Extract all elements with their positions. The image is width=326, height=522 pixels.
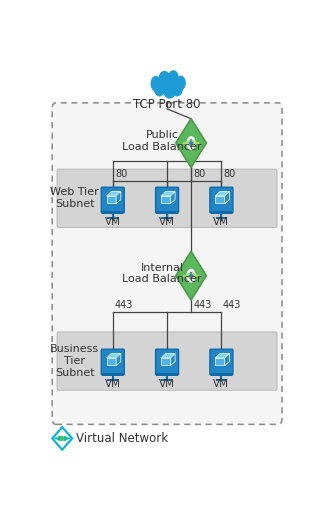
- Polygon shape: [107, 192, 121, 196]
- Text: 443: 443: [193, 300, 212, 310]
- FancyBboxPatch shape: [156, 373, 178, 376]
- Text: VM: VM: [105, 217, 121, 228]
- FancyBboxPatch shape: [102, 373, 124, 376]
- Circle shape: [58, 437, 61, 440]
- Circle shape: [163, 76, 177, 98]
- Polygon shape: [215, 353, 230, 358]
- Text: Business
Tier
Subnet: Business Tier Subnet: [50, 345, 99, 378]
- FancyBboxPatch shape: [156, 187, 179, 213]
- Polygon shape: [116, 192, 121, 204]
- Text: Virtual Network: Virtual Network: [76, 432, 168, 445]
- FancyBboxPatch shape: [102, 211, 124, 214]
- FancyBboxPatch shape: [156, 349, 179, 375]
- Circle shape: [64, 437, 66, 440]
- FancyBboxPatch shape: [57, 332, 277, 390]
- Circle shape: [189, 272, 193, 279]
- Polygon shape: [161, 353, 175, 358]
- Polygon shape: [215, 192, 230, 196]
- Text: VM: VM: [159, 217, 175, 228]
- Circle shape: [61, 437, 63, 440]
- FancyBboxPatch shape: [210, 349, 233, 375]
- Text: 443: 443: [115, 300, 133, 310]
- Polygon shape: [176, 252, 206, 300]
- FancyBboxPatch shape: [156, 211, 178, 214]
- Polygon shape: [161, 196, 170, 204]
- Text: 443: 443: [223, 300, 241, 310]
- Circle shape: [154, 79, 165, 96]
- Polygon shape: [161, 192, 175, 196]
- FancyBboxPatch shape: [101, 349, 124, 375]
- Polygon shape: [215, 196, 225, 204]
- Polygon shape: [225, 353, 230, 365]
- Text: VM: VM: [214, 379, 230, 389]
- Circle shape: [151, 77, 160, 91]
- FancyBboxPatch shape: [211, 373, 232, 376]
- Polygon shape: [161, 358, 170, 365]
- Polygon shape: [215, 358, 225, 365]
- Text: VM: VM: [105, 379, 121, 389]
- FancyBboxPatch shape: [210, 187, 233, 213]
- Text: 80: 80: [116, 170, 128, 180]
- Text: Internal
Load Balancer: Internal Load Balancer: [122, 263, 202, 284]
- Text: TCP Port 80: TCP Port 80: [133, 98, 201, 111]
- Circle shape: [189, 140, 193, 146]
- Text: 80: 80: [223, 170, 236, 180]
- FancyBboxPatch shape: [101, 187, 124, 213]
- Polygon shape: [225, 192, 230, 204]
- FancyBboxPatch shape: [57, 169, 277, 228]
- Text: 80: 80: [193, 170, 205, 180]
- Circle shape: [177, 76, 185, 90]
- Polygon shape: [176, 118, 206, 168]
- Polygon shape: [107, 358, 116, 365]
- Polygon shape: [116, 353, 121, 365]
- Polygon shape: [107, 196, 116, 204]
- Text: VM: VM: [214, 217, 230, 228]
- Text: Web Tier
Subnet: Web Tier Subnet: [51, 187, 99, 209]
- Circle shape: [169, 71, 178, 86]
- Circle shape: [187, 137, 195, 149]
- Text: Public
Load Balancer: Public Load Balancer: [122, 130, 202, 152]
- Polygon shape: [107, 353, 121, 358]
- Polygon shape: [170, 353, 175, 365]
- FancyBboxPatch shape: [211, 211, 232, 214]
- Circle shape: [172, 79, 183, 96]
- Circle shape: [187, 269, 195, 282]
- Circle shape: [159, 72, 170, 90]
- Text: VM: VM: [159, 379, 175, 389]
- FancyBboxPatch shape: [52, 103, 282, 424]
- Polygon shape: [170, 192, 175, 204]
